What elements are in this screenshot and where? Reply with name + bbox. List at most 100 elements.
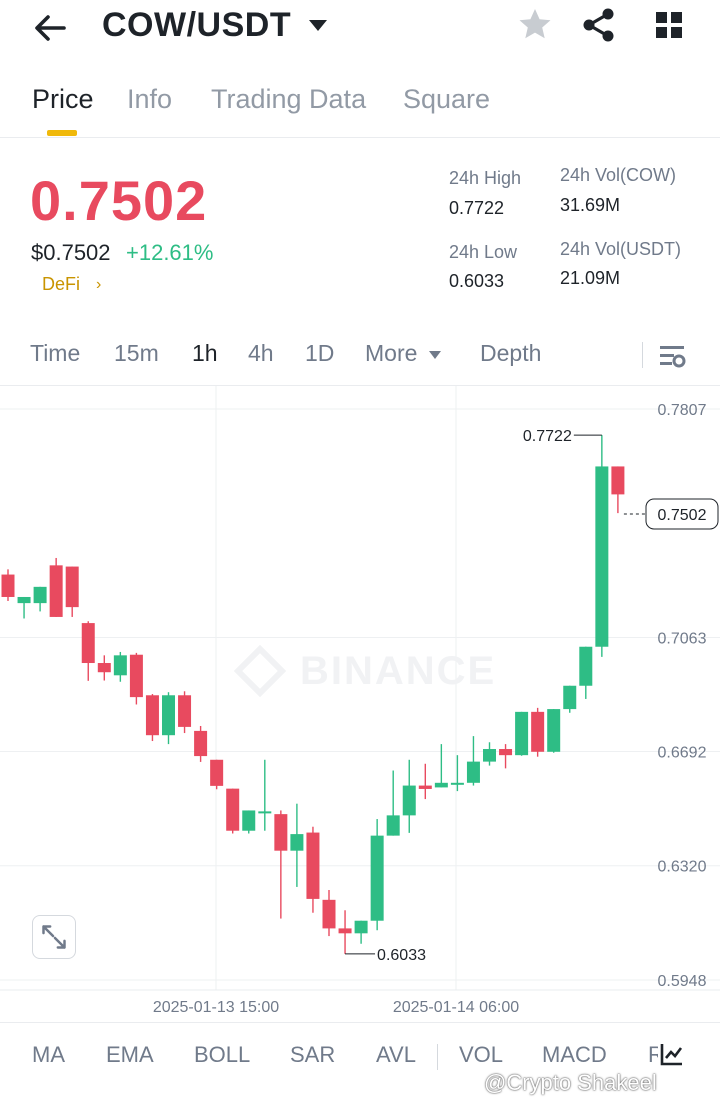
last-price-label: 0.7502 (658, 507, 707, 524)
tab-square[interactable]: Square (403, 84, 491, 114)
candle-body (274, 814, 288, 851)
candle-body (290, 834, 304, 851)
y-tick-label: 0.7807 (658, 402, 707, 419)
last-price: 0.7502 (30, 169, 208, 232)
vol-base-label: 24h Vol(COW) (560, 165, 677, 185)
candle-body (162, 695, 175, 736)
category-tag[interactable]: DeFi (42, 274, 81, 294)
indicator-separator (437, 1044, 438, 1070)
expand-icon (42, 925, 66, 949)
high-value: 0.7722 (449, 198, 505, 218)
candle-body (113, 655, 127, 676)
indicator-avl[interactable]: AVL (376, 1042, 416, 1067)
candle-body (611, 466, 625, 495)
tab-info[interactable]: Info (127, 84, 173, 114)
candle-body (242, 810, 256, 831)
candle-body (531, 711, 545, 752)
indicator-rsi[interactable]: RSI (648, 1042, 658, 1067)
top-bar: COW/USDT (0, 0, 720, 60)
candle-body (226, 788, 240, 831)
candle-body (563, 685, 577, 710)
star-icon[interactable] (516, 6, 554, 44)
candle-body (466, 761, 480, 783)
candle-body (49, 565, 63, 617)
candle-body (354, 920, 368, 934)
active-tab-indicator (47, 130, 77, 136)
low-marker-label: 0.6033 (377, 947, 426, 964)
candle-body (338, 928, 352, 934)
usd-price: $0.7502 (31, 240, 111, 265)
y-tick-label: 0.7063 (658, 631, 707, 648)
interval-1h[interactable]: 1h (192, 340, 218, 366)
chart-settings-icon[interactable] (656, 340, 688, 372)
chevron-right-icon[interactable]: › (96, 276, 102, 293)
price-change: +12.61% (126, 240, 214, 265)
interval-more[interactable]: More (365, 340, 418, 366)
interval-4h[interactable]: 4h (248, 340, 274, 366)
candle-body (370, 835, 384, 921)
y-tick-label: 0.6692 (658, 744, 707, 761)
candle-body (595, 466, 609, 647)
indicator-settings-icon[interactable] (658, 1040, 686, 1068)
share-icon[interactable] (580, 6, 618, 44)
binance-logo-icon (233, 644, 287, 698)
candle-body (178, 695, 192, 727)
candle-body (17, 596, 31, 604)
x-tick-label: 2025-01-13 15:00 (153, 999, 279, 1016)
interval-time[interactable]: Time (30, 340, 81, 366)
back-arrow-icon[interactable] (30, 8, 70, 48)
candle-body (322, 899, 336, 929)
candle-body (194, 730, 208, 757)
indicator-macd[interactable]: MACD (542, 1042, 607, 1067)
vol-quote-label: 24h Vol(USDT) (560, 239, 682, 259)
candle-body (434, 782, 448, 788)
candle-body (65, 566, 79, 608)
high-marker-label: 0.7722 (523, 428, 572, 445)
candle-body (483, 749, 496, 762)
y-tick-label: 0.5948 (658, 973, 707, 990)
candle-body (145, 695, 159, 736)
caret-down-icon[interactable] (428, 350, 442, 360)
tab-price[interactable]: Price (32, 84, 94, 114)
watermark-text: @Crypto Shakeel (484, 1070, 657, 1095)
candle-body (81, 623, 95, 664)
candle-body (386, 815, 400, 836)
indicator-ema[interactable]: EMA (106, 1042, 154, 1067)
indicator-divider (0, 1022, 720, 1023)
candle-body (306, 832, 320, 899)
fullscreen-button[interactable] (32, 915, 76, 959)
vol-quote-value: 21.09M (560, 268, 621, 288)
indicator-sar[interactable]: SAR (290, 1042, 336, 1067)
candlestick-chart[interactable]: BINANCE 0.7807 0.7063 0.6692 0.6320 0.5948 202… (0, 386, 720, 1026)
low-value: 0.6033 (449, 271, 505, 291)
grid-icon[interactable] (650, 6, 688, 44)
candle-body (210, 759, 224, 786)
candle-body (547, 709, 561, 752)
indicator-boll[interactable]: BOLL (194, 1042, 251, 1067)
candle-body (579, 646, 593, 686)
candle-body (97, 663, 111, 673)
high-label: 24h High (449, 168, 522, 188)
y-tick-label: 0.6320 (658, 859, 707, 876)
depth-tab[interactable]: Depth (480, 340, 542, 366)
candle-body (402, 785, 416, 816)
trading-pair-title[interactable]: COW/USDT (102, 6, 292, 44)
tab-divider (0, 137, 720, 138)
candle-body (1, 574, 15, 597)
vol-base-value: 31.69M (560, 195, 621, 215)
chart-top-divider (0, 385, 720, 386)
caret-down-icon[interactable] (306, 14, 330, 38)
indicator-ma[interactable]: MA (32, 1042, 65, 1067)
interval-separator (642, 342, 643, 368)
interval-1d[interactable]: 1D (305, 340, 335, 366)
low-label: 24h Low (449, 242, 518, 262)
x-tick-label: 2025-01-14 06:00 (393, 999, 519, 1016)
candle-body (515, 711, 529, 756)
candle-body (258, 811, 272, 814)
candle-body (129, 654, 143, 698)
binance-watermark: BINANCE (300, 649, 496, 693)
indicator-vol[interactable]: VOL (459, 1042, 504, 1067)
interval-15m[interactable]: 15m (114, 340, 159, 366)
tab-trading-data[interactable]: Trading Data (211, 84, 367, 114)
candle-body (418, 785, 432, 789)
